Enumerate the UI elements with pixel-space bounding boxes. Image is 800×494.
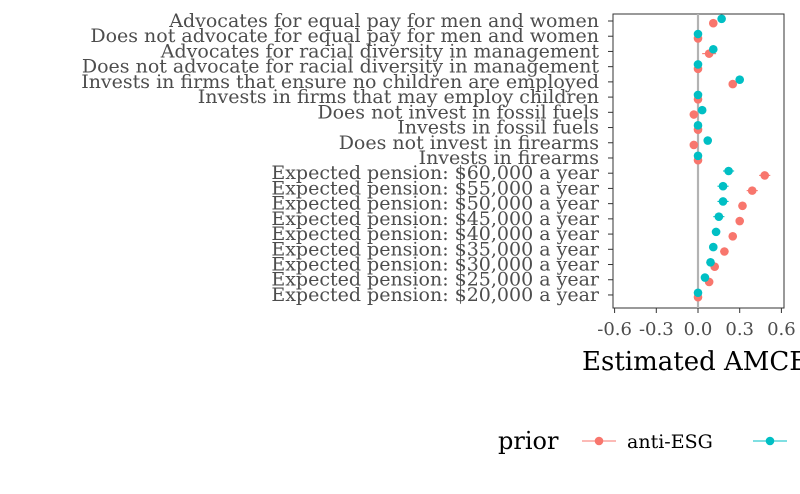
y-tick-label: Advocates for racial diversity in manage… bbox=[160, 40, 600, 62]
data-point bbox=[735, 75, 744, 84]
data-point bbox=[693, 90, 703, 100]
y-tick-label: Advocates for equal pay for men and wome… bbox=[168, 10, 599, 32]
data-point bbox=[689, 140, 699, 150]
plot-panel bbox=[612, 13, 785, 309]
data-point bbox=[714, 212, 724, 221]
y-axis-labels: Advocates for equal pay for men and wome… bbox=[81, 10, 613, 306]
legend-label: anti-ESG bbox=[627, 431, 713, 453]
data-point bbox=[693, 288, 703, 298]
data-point bbox=[760, 171, 770, 180]
y-tick-label: Does not invest in firearms bbox=[339, 132, 599, 154]
x-tick-label: -0.6 bbox=[597, 319, 632, 340]
y-tick-label: Invests in firearms bbox=[419, 147, 599, 169]
data-point bbox=[708, 242, 718, 252]
data-point bbox=[700, 273, 710, 282]
y-tick-label: Does not advocate for racial diversity i… bbox=[82, 56, 599, 78]
legend-key-point bbox=[594, 436, 604, 446]
series-1 bbox=[689, 18, 771, 302]
data-point bbox=[693, 151, 703, 161]
data-point bbox=[728, 231, 738, 241]
legend: prior anti-ESG bbox=[498, 427, 787, 455]
data-point bbox=[693, 121, 703, 130]
y-tick-label: Expected pension: $55,000 a year bbox=[271, 177, 600, 199]
y-tick-label: Expected pension: $50,000 a year bbox=[271, 193, 600, 215]
x-tick-label: 0.3 bbox=[725, 319, 754, 340]
data-point bbox=[708, 18, 718, 28]
legend-title: prior bbox=[498, 427, 559, 455]
y-tick-label: Expected pension: $60,000 a year bbox=[271, 162, 600, 184]
data-point bbox=[724, 166, 733, 176]
y-tick-label: Expected pension: $45,000 a year bbox=[271, 208, 600, 230]
x-tick-label: 0.0 bbox=[684, 319, 713, 340]
data-point bbox=[718, 181, 728, 191]
data-point bbox=[718, 197, 728, 206]
data-point bbox=[720, 247, 729, 256]
data-point bbox=[708, 44, 718, 54]
y-tick-label: Does not advocate for equal pay for men … bbox=[90, 25, 599, 47]
data-point bbox=[747, 186, 757, 195]
data-point bbox=[717, 14, 726, 24]
data-point bbox=[697, 105, 707, 115]
y-tick-label: Invests in firms that may employ childre… bbox=[198, 86, 599, 108]
legend-key-point bbox=[765, 436, 775, 446]
y-tick-label: Expected pension: $25,000 a year bbox=[271, 269, 600, 291]
data-point bbox=[693, 60, 703, 69]
data-point bbox=[711, 227, 721, 237]
x-tick-label: -0.3 bbox=[639, 319, 674, 340]
y-tick-label: Invests in fossil fuels bbox=[397, 117, 599, 139]
series-2 bbox=[693, 14, 744, 298]
data-point bbox=[706, 258, 715, 267]
y-tick-label: Invests in firms that ensure no children… bbox=[81, 71, 599, 93]
data-point bbox=[703, 136, 713, 145]
y-tick-label: Does not invest in fossil fuels bbox=[317, 101, 599, 123]
x-tick-label: 0.6 bbox=[767, 319, 796, 340]
y-tick-label: Expected pension: $20,000 a year bbox=[271, 284, 600, 306]
data-point bbox=[735, 216, 744, 226]
data-point bbox=[728, 79, 738, 89]
x-axis: -0.6 -0.3 0.0 0.3 0.6 bbox=[597, 308, 796, 340]
x-axis-title: Estimated AMCE bbox=[582, 347, 800, 377]
y-tick-label: Expected pension: $40,000 a year bbox=[271, 223, 600, 245]
y-tick-label: Expected pension: $30,000 a year bbox=[271, 254, 600, 276]
data-point bbox=[693, 29, 703, 39]
y-tick-label: Expected pension: $35,000 a year bbox=[271, 238, 600, 260]
data-point bbox=[738, 201, 747, 211]
data-point bbox=[689, 110, 699, 119]
